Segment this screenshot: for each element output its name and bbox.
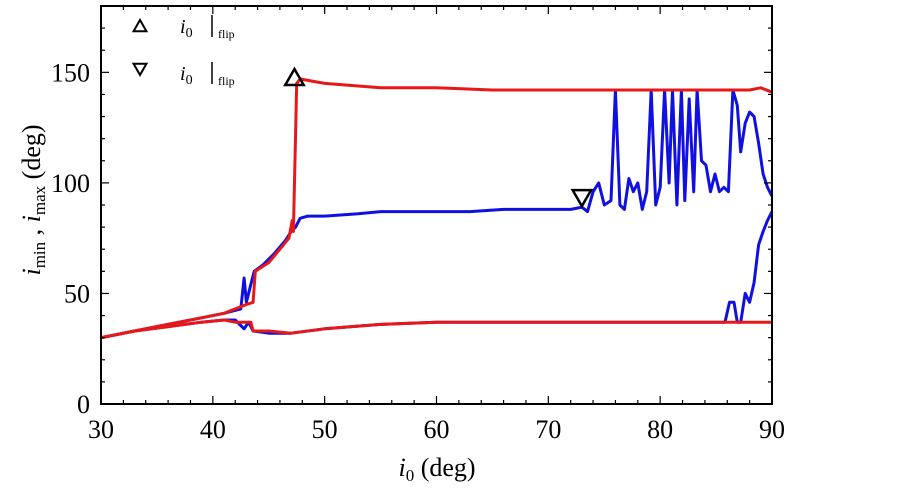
y-tick-label: 100 bbox=[51, 169, 90, 198]
legend-subscript: flip bbox=[218, 27, 235, 41]
legend: i0 flip i0 flip bbox=[131, 15, 235, 88]
tick-layer: 30 40 50 60 70 80 90 0 50 100 150 bbox=[51, 5, 785, 444]
x-tick-label: 90 bbox=[759, 415, 785, 444]
legend-marker-triangle-down bbox=[131, 62, 149, 78]
x-tick-label: 40 bbox=[200, 415, 226, 444]
marker-layer bbox=[283, 66, 594, 209]
x-tick-label: 30 bbox=[88, 415, 114, 444]
legend-label: i0 bbox=[180, 63, 193, 88]
x-tick-label: 80 bbox=[647, 415, 673, 444]
x-tick-label: 60 bbox=[424, 415, 450, 444]
y-axis-label: imin , imax (deg) bbox=[17, 124, 49, 275]
series-line-2 bbox=[100, 77, 773, 340]
legend-label: i0 bbox=[180, 16, 193, 41]
x-axis-label: i0 (deg) bbox=[398, 453, 475, 485]
x-tick-label: 50 bbox=[312, 415, 338, 444]
series-layer bbox=[100, 77, 774, 340]
legend-subscript: flip bbox=[218, 74, 235, 88]
legend-marker-triangle-up bbox=[131, 17, 149, 33]
x-tick-label: 70 bbox=[535, 415, 561, 444]
y-tick-label: 150 bbox=[51, 58, 90, 87]
series-line-3 bbox=[100, 318, 772, 340]
y-tick-label: 0 bbox=[77, 390, 90, 419]
y-tick-label: 50 bbox=[64, 279, 90, 308]
marker-triangle-down bbox=[570, 188, 594, 209]
marker-triangle-up bbox=[283, 66, 306, 87]
